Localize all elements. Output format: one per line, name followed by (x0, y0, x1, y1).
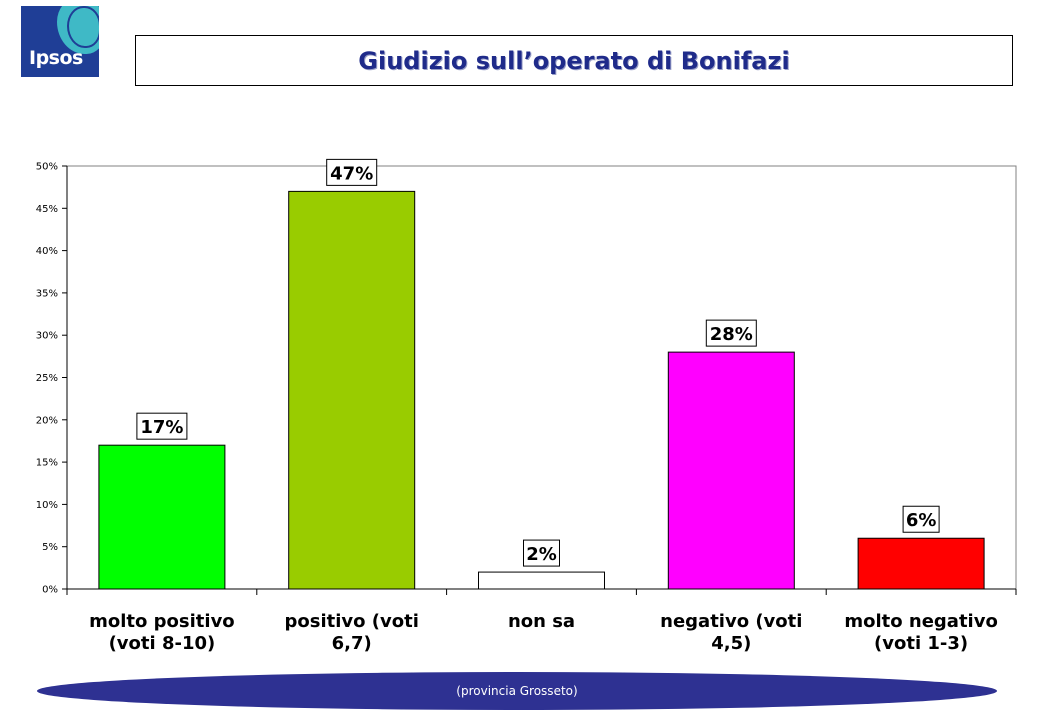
y-tick-label: 15% (36, 458, 58, 469)
bar (857, 537, 985, 590)
data-label: 6% (906, 510, 937, 531)
footer-text: (provincia Grosseto) (456, 684, 578, 698)
bar (667, 351, 795, 590)
category-label: 4,5) (711, 633, 751, 654)
logo-text: Ipsos (29, 47, 83, 69)
bar (478, 571, 605, 590)
y-tick-label: 45% (36, 204, 58, 215)
footer-banner: (provincia Grosseto) (37, 672, 997, 710)
category-label: molto negativo (844, 611, 997, 632)
y-tick-label: 0% (42, 585, 58, 596)
data-label: 28% (710, 324, 753, 345)
y-tick-label: 35% (36, 288, 58, 299)
data-label: 47% (330, 163, 373, 184)
bar (98, 444, 226, 590)
data-label-box (523, 539, 560, 567)
category-label: negativo (voti (660, 611, 802, 632)
category-label: non sa (508, 611, 575, 632)
data-label: 17% (140, 417, 183, 438)
category-label: positivo (voti (285, 611, 419, 632)
category-label: (voti 1-3) (874, 633, 968, 654)
data-label-box (705, 319, 757, 347)
bar-chart: 0% 5% 10% 15% 20% 25% 30% 35% 40% 45% 50% 17% molto … (36, 158, 1017, 654)
category-label: (voti 8-10) (109, 633, 216, 654)
category-label: molto positivo (89, 611, 235, 632)
data-label-box (902, 505, 940, 533)
data-label: 2% (526, 544, 557, 565)
y-tick-label: 50% (36, 162, 58, 173)
y-tick-label: 30% (36, 331, 58, 342)
ipsos-logo: Ipsos (21, 6, 99, 77)
y-tick-label: 5% (42, 542, 58, 553)
category-label: 6,7) (332, 633, 372, 654)
data-label-box (136, 412, 188, 440)
data-label-box (326, 158, 378, 186)
y-tick-label: 40% (36, 246, 58, 257)
title-box: Giudizio sull’operato di Bonifazi (135, 35, 1013, 86)
y-tick-label: 25% (36, 373, 58, 384)
page-title: Giudizio sull’operato di Bonifazi (358, 46, 790, 75)
y-tick-label: 20% (36, 415, 58, 426)
bar (288, 190, 416, 590)
y-tick-label: 10% (36, 500, 58, 511)
